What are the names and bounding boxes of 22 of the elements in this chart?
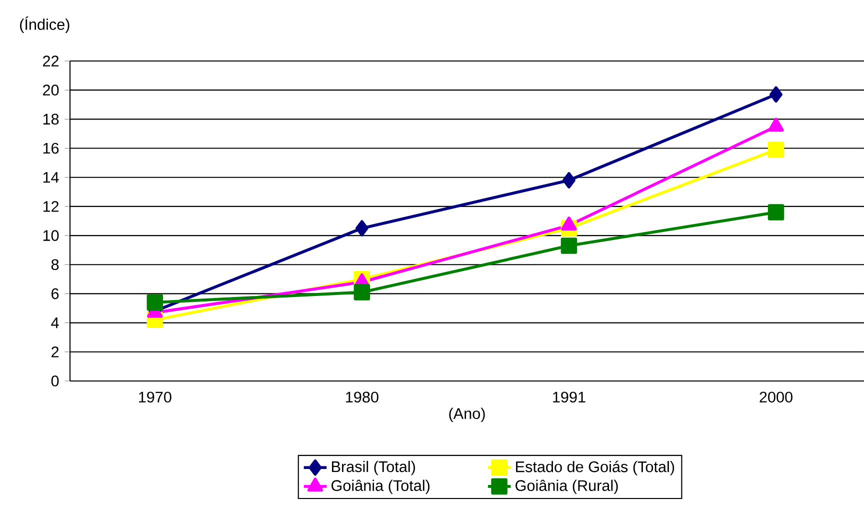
y-tick-label: 18: [43, 114, 59, 125]
y-tick-label: 16: [43, 142, 59, 154]
x-tick-label: 1991: [553, 392, 586, 403]
y-axis-title: (Índice): [20, 16, 70, 33]
y-tick-label: 14: [43, 172, 59, 183]
x-tick-label: 1970: [139, 392, 172, 403]
legend-label: Goiânia (Total): [332, 480, 430, 494]
y-tick-label: 0: [51, 376, 59, 386]
legend-label: Goiânia (Rural): [516, 480, 618, 494]
x-tick-label: 2000: [760, 392, 792, 403]
legend-label: Brasil (Total): [332, 460, 415, 476]
y-tick-label: 10: [43, 230, 59, 241]
x-tick-label: 1980: [346, 392, 378, 403]
y-tick-label: 6: [52, 288, 59, 300]
y-tick-label: 20: [43, 84, 59, 96]
y-tick-label: 4: [51, 318, 59, 328]
legend-label: Estado de Goiás (Total): [516, 460, 674, 476]
x-axis-title: (Ano): [449, 408, 485, 422]
y-tick-label: 8: [51, 259, 59, 270]
y-tick-label: 12: [43, 201, 59, 212]
y-tick-label: 2: [52, 346, 59, 358]
y-tick-label: 22: [43, 56, 59, 66]
